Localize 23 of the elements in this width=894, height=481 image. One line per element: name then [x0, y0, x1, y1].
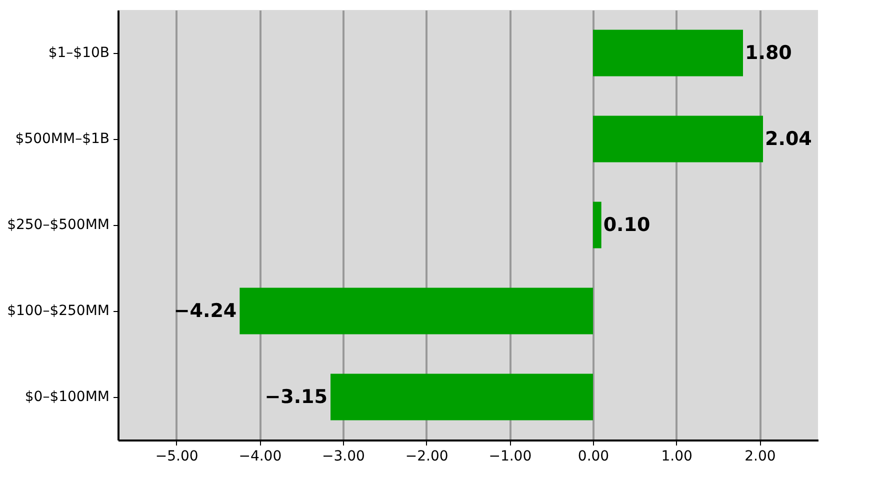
x-tick-label: 2.00 [744, 448, 776, 464]
data-label: −3.15 [264, 386, 328, 408]
data-label: 2.04 [765, 128, 812, 150]
x-tick-label: −5.00 [155, 448, 198, 464]
y-tick-label: $1–$10B [48, 45, 110, 61]
data-label: −4.24 [174, 300, 237, 322]
data-label: 1.80 [745, 42, 792, 64]
x-tick-label: 1.00 [661, 448, 692, 464]
y-tick-label: $100–$250MM [7, 303, 110, 319]
bar [593, 116, 763, 162]
x-tick-label: 0.00 [578, 448, 610, 464]
x-tick-label: −1.00 [488, 448, 532, 464]
y-tick-label: $0–$100MM [24, 389, 110, 405]
x-tick-label: −3.00 [322, 448, 365, 464]
x-tick-label: −4.00 [238, 448, 282, 464]
x-tick-label: −2.00 [405, 448, 448, 464]
bar [593, 30, 743, 76]
data-label: 0.10 [603, 214, 650, 236]
bar [330, 374, 593, 420]
bar [240, 288, 593, 334]
y-tick-label: $250–$500MM [7, 217, 110, 233]
bar [593, 202, 602, 248]
y-tick-label: $500MM–$1B [15, 131, 110, 147]
